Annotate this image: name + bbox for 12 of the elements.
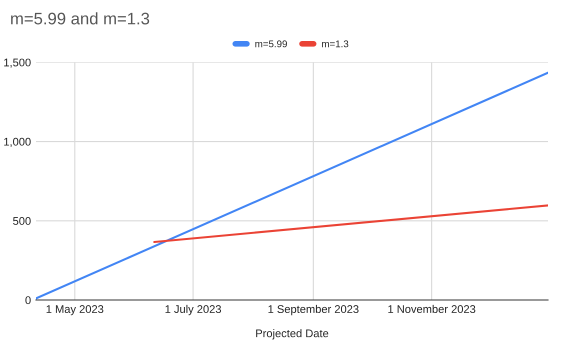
x-axis-title: Projected Date <box>256 329 328 340</box>
legend-label: m=1.3 <box>322 40 348 48</box>
y-tick-label: 1,000 <box>4 138 31 147</box>
y-tick-label: 1,500 <box>4 58 31 68</box>
x-tick-label: 1 May 2023 <box>46 305 104 316</box>
x-tick-label: 1 September 2023 <box>268 304 359 316</box>
y-tick-label: 0 <box>25 296 31 304</box>
chart-title: m=5.99 and m=1.3 <box>11 12 150 24</box>
x-tick-label: 1 July 2023 <box>166 304 222 316</box>
x-tick-label: 1 November 2023 <box>388 304 476 314</box>
legend-label: m=5.99 <box>255 40 287 48</box>
y-tick-label: 500 <box>13 217 31 225</box>
